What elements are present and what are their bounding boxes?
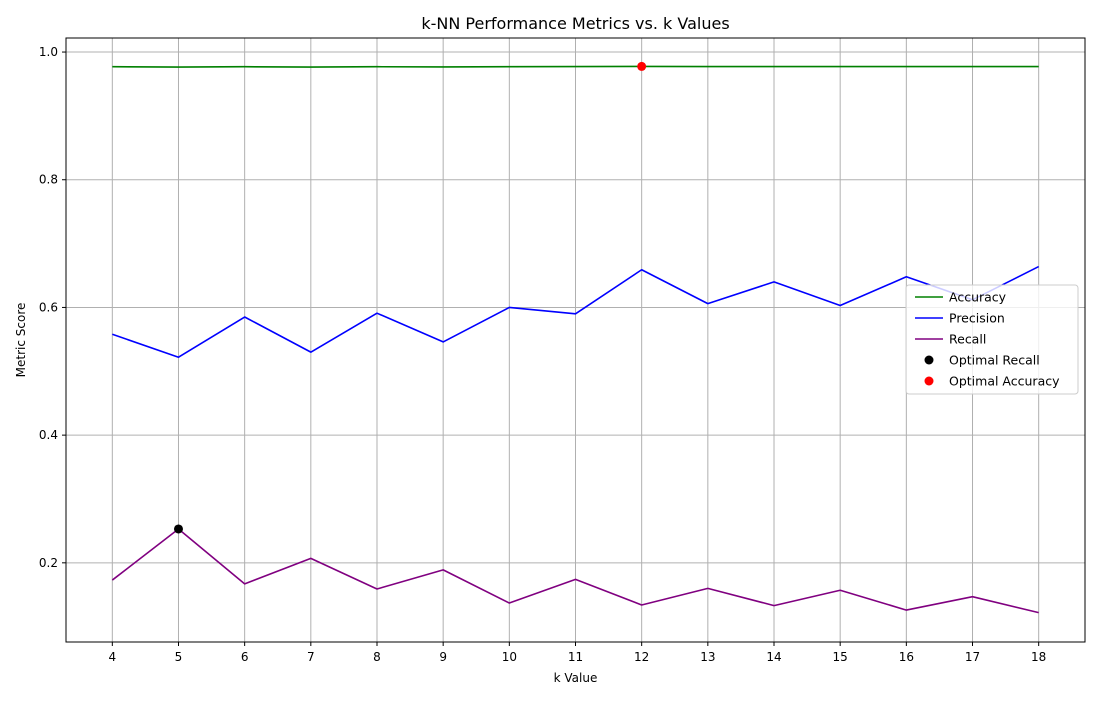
y-tick-label: 0.4 xyxy=(39,428,58,442)
x-tick-label: 18 xyxy=(1031,650,1046,664)
ticks-layer: 4 5 6 7 8 9 10 11 12 13 14 15 16 17 18 0.2 0.4 0.6 0.8 1.0 xyxy=(39,45,1046,664)
y-tick-label: 0.2 xyxy=(39,556,58,570)
y-axis-label: Metric Score xyxy=(14,303,28,378)
x-tick-label: 11 xyxy=(568,650,583,664)
series-line-precision xyxy=(112,265,1040,359)
legend: Accuracy Precision Recall Optimal Recall Opt… xyxy=(905,284,1079,395)
y-tick-label: 0.8 xyxy=(39,173,58,187)
x-axis-label: k Value xyxy=(554,671,598,685)
x-tick-label: 12 xyxy=(634,650,649,664)
x-tick-label: 14 xyxy=(766,650,781,664)
x-tick-label: 17 xyxy=(965,650,980,664)
legend-label: Recall xyxy=(949,332,986,347)
x-tick-label: 8 xyxy=(373,650,381,664)
x-tick-label: 15 xyxy=(833,650,848,664)
x-tick-label: 16 xyxy=(899,650,914,664)
y-tick-label: 1.0 xyxy=(39,45,58,59)
marker-optimal-recall xyxy=(173,524,183,534)
legend-marker-swatch xyxy=(924,376,934,386)
x-tick-label: 5 xyxy=(175,650,183,664)
series-line-accuracy xyxy=(112,65,1039,68)
y-tick-label: 0.6 xyxy=(39,300,58,314)
x-tick-label: 6 xyxy=(241,650,249,664)
x-tick-label: 4 xyxy=(108,650,116,664)
legend-label: Optimal Recall xyxy=(949,353,1040,368)
points-layer xyxy=(173,61,647,534)
x-tick-label: 7 xyxy=(307,650,315,664)
legend-label: Precision xyxy=(949,311,1005,326)
x-tick-label: 9 xyxy=(439,650,447,664)
legend-label: Optimal Accuracy xyxy=(949,374,1060,389)
marker-optimal-accuracy xyxy=(637,61,647,71)
legend-label: Accuracy xyxy=(949,290,1007,305)
x-tick-label: 13 xyxy=(700,650,715,664)
legend-marker-swatch xyxy=(924,355,934,365)
legend-box xyxy=(905,284,1079,395)
x-tick-label: 10 xyxy=(502,650,517,664)
series-layer xyxy=(111,65,1040,614)
series-line-recall xyxy=(111,528,1039,614)
chart-title: k-NN Performance Metrics vs. k Values xyxy=(421,14,729,33)
